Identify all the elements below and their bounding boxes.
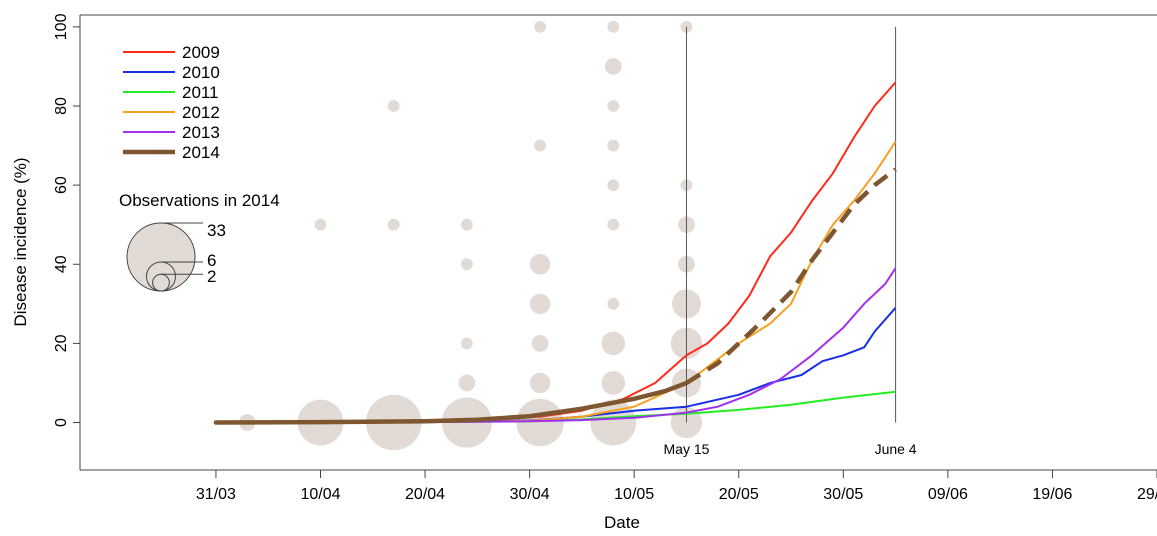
observation-bubble (601, 371, 626, 395)
observation-bubble (607, 100, 620, 112)
observation-bubble (387, 100, 400, 112)
marker-label: May 15 (664, 441, 710, 457)
observation-bubble (607, 20, 620, 33)
observation-bubble (516, 398, 564, 447)
marker-label: June 4 (875, 441, 917, 457)
observation-bubble (529, 372, 551, 394)
y-tick-label: 60 (53, 176, 70, 194)
x-tick-label: 30/05 (823, 486, 863, 503)
legend-label-2009: 2009 (182, 43, 220, 62)
bubble-legend-count: 6 (207, 251, 216, 270)
x-tick-label: 10/05 (614, 486, 654, 503)
observation-bubbles (238, 20, 703, 451)
observation-bubble (529, 293, 551, 315)
observation-bubble (460, 337, 473, 350)
observation-bubble (460, 258, 473, 271)
observation-bubble (458, 374, 476, 392)
x-tick-label: 19/06 (1032, 486, 1072, 503)
x-tick-label: 30/04 (510, 486, 550, 503)
y-axis-title: Disease incidence (%) (11, 157, 30, 326)
y-tick-label: 100 (53, 13, 70, 40)
observation-bubble (534, 139, 546, 152)
observation-bubble (607, 179, 620, 192)
bubble-legend-count: 2 (207, 267, 216, 286)
x-axis-title: Date (604, 513, 640, 532)
y-tick-label: 20 (53, 334, 70, 352)
bubble-legend-title: Observations in 2014 (119, 191, 280, 210)
observation-bubble (529, 254, 551, 275)
bubble-legend-count: 33 (207, 221, 226, 240)
x-tick-label: 09/06 (928, 486, 968, 503)
bubble-size-legend: Observations in 2014 33 62 (119, 191, 280, 292)
observation-bubble (607, 297, 620, 310)
y-tick-label: 80 (53, 97, 70, 115)
x-tick-label: 31/03 (196, 486, 236, 503)
x-tick-label: 29/06 (1137, 486, 1157, 503)
observation-bubble (604, 58, 622, 75)
series-line-2012 (215, 141, 897, 424)
axes: 0 20 40 60 80 100 31/03 10/04 20/04 30/04 10/05 20/… (11, 13, 1157, 532)
vertical-markers: May 15 June 4 (664, 26, 917, 457)
legend-label-2010: 2010 (182, 63, 220, 82)
x-tick-label: 20/05 (719, 486, 759, 503)
observation-bubble (607, 139, 620, 152)
legend-label-2012: 2012 (182, 103, 220, 122)
observation-bubble (460, 218, 473, 231)
series-line-2014-forecast (685, 167, 897, 385)
series-line-2014-observed (213, 380, 689, 425)
y-tick-label: 0 (53, 418, 70, 427)
legend-label-2013: 2013 (182, 123, 220, 142)
legend-label-2014: 2014 (182, 143, 220, 162)
observation-bubble (387, 218, 400, 231)
observation-bubble (314, 218, 327, 231)
x-tick-label: 10/04 (300, 486, 340, 503)
observation-bubble (607, 218, 620, 231)
observation-bubble (531, 335, 549, 352)
y-tick-label: 40 (53, 255, 70, 273)
legend-label-2011: 2011 (182, 83, 219, 102)
bubble-legend-circle (126, 222, 196, 292)
series-line-2013 (215, 267, 897, 424)
series-lines (213, 81, 897, 425)
series-line-2009 (215, 81, 897, 424)
observation-bubble (534, 20, 546, 33)
x-tick-label: 20/04 (405, 486, 445, 503)
observation-bubble (601, 331, 626, 356)
